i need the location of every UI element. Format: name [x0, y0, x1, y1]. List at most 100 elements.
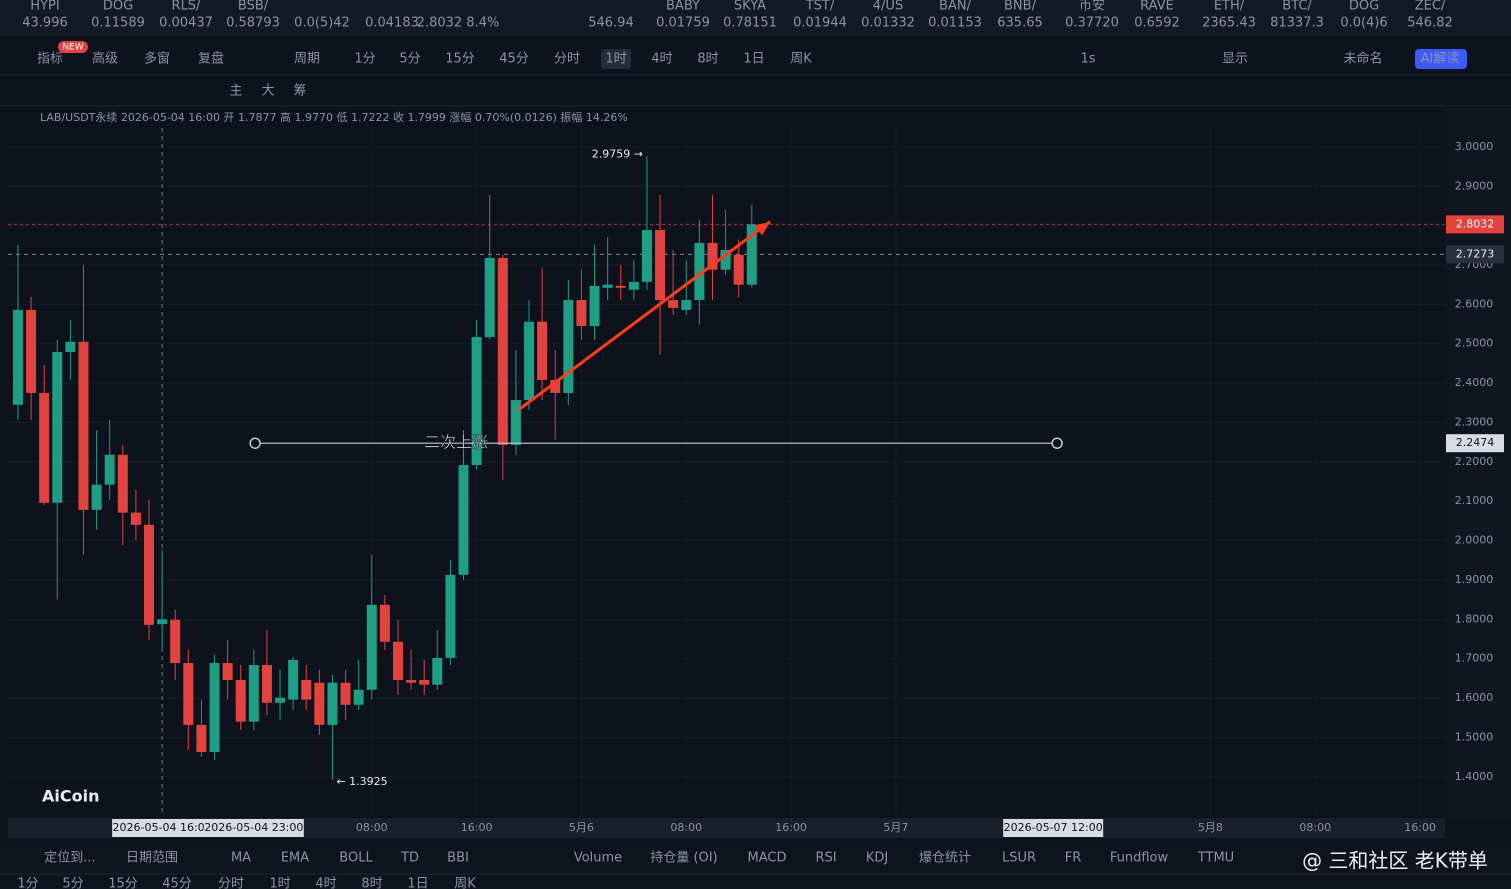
indicator[interactable]: BBI: [447, 851, 469, 866]
ticker-price[interactable]: 0.6592: [1134, 16, 1180, 31]
indicator[interactable]: BOLL: [339, 851, 373, 866]
toolbar-right[interactable]: AI解读: [1421, 52, 1460, 67]
indicator[interactable]: TTMU: [1197, 851, 1234, 866]
toolbar-item[interactable]: 1日: [743, 52, 764, 67]
ticker-price[interactable]: 0.00437: [159, 16, 213, 31]
ticker-name[interactable]: ETH/: [1214, 0, 1245, 14]
indicator[interactable]: EMA: [281, 851, 309, 866]
ticker-name[interactable]: DOG: [103, 0, 133, 14]
period[interactable]: 15分: [108, 877, 138, 889]
annotation-handle[interactable]: [249, 437, 261, 449]
ticker-name[interactable]: ZEC/: [1415, 0, 1446, 14]
ticker-name[interactable]: TST/: [805, 0, 835, 14]
toolbar-item[interactable]: 周期: [294, 52, 320, 67]
x-tick-label: 08:00: [670, 821, 702, 834]
toolbar-item[interactable]: 高级: [92, 51, 118, 67]
toolbar-right[interactable]: 未命名: [1343, 51, 1382, 67]
annotation-handle[interactable]: [1051, 437, 1063, 449]
indicator[interactable]: 持仓量 (OI): [650, 851, 717, 866]
period[interactable]: 1时: [269, 877, 290, 889]
indicator[interactable]: Volume: [574, 851, 622, 866]
candle-body: [537, 321, 548, 380]
candle-body: [12, 309, 23, 405]
candle-body: [327, 682, 338, 725]
indicator[interactable]: 定位到...: [44, 851, 95, 866]
toolbar-item[interactable]: 4时: [651, 52, 672, 67]
ticker-price[interactable]: 0.37720: [1065, 16, 1119, 31]
period[interactable]: 1日: [407, 877, 428, 889]
ticker-name[interactable]: RAVE: [1140, 0, 1174, 14]
period[interactable]: 8时: [361, 877, 382, 889]
toolbar-item[interactable]: 45分: [499, 52, 529, 67]
toolbar-item[interactable]: 15分: [445, 52, 475, 67]
ticker-price[interactable]: 0.01759: [656, 16, 710, 31]
ticker-price[interactable]: 635.65: [997, 16, 1043, 31]
ticker-price[interactable]: 2.8032 8.4%: [417, 16, 500, 31]
period[interactable]: 5分: [62, 877, 83, 889]
toolbar-item[interactable]: 分时: [554, 52, 580, 67]
toolbar-item[interactable]: 复盘: [198, 51, 224, 67]
range-label-bg: [203, 819, 304, 837]
indicator[interactable]: MA: [231, 851, 251, 866]
toolbar-item[interactable]: 指标: [37, 52, 63, 67]
ai-button[interactable]: [1415, 49, 1467, 69]
toolbar-item[interactable]: 1时: [605, 52, 626, 67]
toolbar-item[interactable]: 1分: [354, 52, 375, 67]
ticker-price[interactable]: 546.94: [588, 16, 634, 31]
ticker-price[interactable]: 81337.3: [1270, 16, 1324, 31]
ticker-price[interactable]: 0.11589: [91, 16, 145, 31]
ticker-name[interactable]: HYPI: [30, 0, 59, 14]
ticker-name[interactable]: BABY: [666, 0, 700, 14]
ticker-price[interactable]: 0.01332: [861, 16, 915, 31]
ticker-name[interactable]: RLS/: [172, 0, 202, 14]
indicator[interactable]: RSI: [815, 851, 836, 866]
indicator[interactable]: MACD: [748, 851, 787, 866]
extreme-label: ← 1.3925: [336, 775, 387, 788]
ticker-price[interactable]: 0.0(4)6: [1340, 16, 1387, 31]
ticker-name[interactable]: DOG: [1349, 0, 1379, 14]
ticker-name[interactable]: BSB/: [238, 0, 269, 14]
ticker-strip: [0, 0, 1511, 36]
draw-tool[interactable]: 筹: [293, 83, 306, 99]
toolbar-item[interactable]: 周K: [790, 52, 812, 67]
period[interactable]: 45分: [162, 877, 192, 889]
toolbar-item[interactable]: 5分: [399, 52, 420, 67]
draw-tool[interactable]: 大: [261, 84, 274, 99]
ticker-name[interactable]: BTC/: [1282, 0, 1312, 14]
ticker-price[interactable]: 0.0(5)42: [294, 16, 350, 31]
indicator[interactable]: LSUR: [1002, 851, 1036, 866]
candle-body: [458, 465, 469, 575]
period[interactable]: 1分: [17, 877, 38, 889]
ticker-price[interactable]: 0.01153: [928, 16, 982, 31]
toolbar-item[interactable]: 多窗: [144, 51, 170, 67]
indicator[interactable]: Fundflow: [1110, 851, 1169, 866]
indicator[interactable]: TD: [400, 851, 419, 866]
period[interactable]: 分时: [218, 877, 244, 889]
ticker-name[interactable]: BAN/: [939, 0, 972, 14]
period[interactable]: 4时: [315, 877, 336, 889]
ticker-price[interactable]: 546.82: [1407, 16, 1453, 31]
ticker-name[interactable]: BNB/: [1004, 0, 1037, 14]
indicator[interactable]: FR: [1065, 851, 1082, 866]
indicator[interactable]: 日期范围: [126, 851, 178, 866]
toolbar-item[interactable]: 8时: [697, 52, 718, 67]
ticker-price[interactable]: 0.01944: [793, 16, 847, 31]
toolbar-right[interactable]: 1s: [1080, 52, 1095, 67]
draw-tool[interactable]: 主: [229, 84, 242, 99]
y-tick-label: 2.4000: [1455, 376, 1494, 389]
ticker-price[interactable]: 0.58793: [226, 16, 280, 31]
period[interactable]: 周K: [454, 877, 476, 889]
ticker-price[interactable]: 43.996: [22, 16, 68, 31]
y-tick-label: 3.0000: [1455, 140, 1494, 153]
ticker-price[interactable]: 0.78151: [723, 16, 777, 31]
indicator[interactable]: KDJ: [866, 851, 888, 866]
candle-body: [497, 257, 508, 445]
ticker-name[interactable]: SKYA: [734, 0, 766, 14]
ticker-price[interactable]: 2365.43: [1202, 16, 1256, 31]
candle-body: [314, 682, 325, 725]
indicator[interactable]: 爆仓统计: [919, 851, 971, 866]
ticker-name[interactable]: 4/US: [873, 0, 903, 14]
ticker-price[interactable]: 0.04183: [365, 16, 419, 31]
ticker-name[interactable]: 币安: [1079, 0, 1105, 14]
toolbar-right[interactable]: 显示: [1222, 52, 1248, 67]
